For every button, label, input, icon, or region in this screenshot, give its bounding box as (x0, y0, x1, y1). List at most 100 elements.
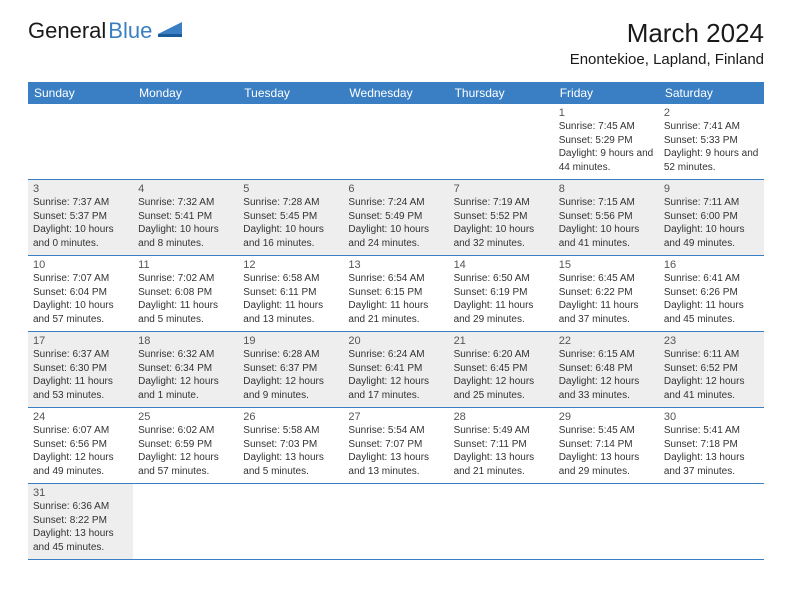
day-cell: 11Sunrise: 7:02 AMSunset: 6:08 PMDayligh… (133, 256, 238, 331)
daylight-line: Daylight: 10 hours and 32 minutes. (454, 223, 549, 250)
sunset-line: Sunset: 6:08 PM (138, 286, 233, 300)
weekday-label: Friday (554, 82, 659, 104)
sunrise-line: Sunrise: 6:58 AM (243, 272, 338, 286)
empty-cell (133, 484, 238, 559)
weekday-label: Sunday (28, 82, 133, 104)
day-cell: 30Sunrise: 5:41 AMSunset: 7:18 PMDayligh… (659, 408, 764, 483)
daylight-line: Daylight: 11 hours and 53 minutes. (33, 375, 128, 402)
daylight-line: Daylight: 13 hours and 37 minutes. (664, 451, 759, 478)
sunset-line: Sunset: 6:22 PM (559, 286, 654, 300)
sunset-line: Sunset: 5:56 PM (559, 210, 654, 224)
day-number: 12 (243, 259, 338, 271)
sunrise-line: Sunrise: 6:50 AM (454, 272, 549, 286)
sunset-line: Sunset: 6:11 PM (243, 286, 338, 300)
day-number: 11 (138, 259, 233, 271)
week-row: 31Sunrise: 6:36 AMSunset: 8:22 PMDayligh… (28, 484, 764, 560)
day-cell: 9Sunrise: 7:11 AMSunset: 6:00 PMDaylight… (659, 180, 764, 255)
weekday-label: Thursday (449, 82, 554, 104)
sunset-line: Sunset: 5:37 PM (33, 210, 128, 224)
title-block: March 2024 Enontekioe, Lapland, Finland (570, 18, 764, 68)
week-row: 24Sunrise: 6:07 AMSunset: 6:56 PMDayligh… (28, 408, 764, 484)
day-cell: 6Sunrise: 7:24 AMSunset: 5:49 PMDaylight… (343, 180, 448, 255)
sunset-line: Sunset: 6:59 PM (138, 438, 233, 452)
sunrise-line: Sunrise: 7:15 AM (559, 196, 654, 210)
page-title: March 2024 (570, 18, 764, 49)
day-cell: 19Sunrise: 6:28 AMSunset: 6:37 PMDayligh… (238, 332, 343, 407)
daylight-line: Daylight: 11 hours and 45 minutes. (664, 299, 759, 326)
sunrise-line: Sunrise: 6:07 AM (33, 424, 128, 438)
weekday-label: Monday (133, 82, 238, 104)
day-cell: 4Sunrise: 7:32 AMSunset: 5:41 PMDaylight… (133, 180, 238, 255)
empty-cell (238, 484, 343, 559)
empty-cell (133, 104, 238, 179)
sunset-line: Sunset: 6:48 PM (559, 362, 654, 376)
day-number: 3 (33, 183, 128, 195)
week-row: 1Sunrise: 7:45 AMSunset: 5:29 PMDaylight… (28, 104, 764, 180)
day-number: 1 (559, 107, 654, 119)
sunrise-line: Sunrise: 6:45 AM (559, 272, 654, 286)
sunrise-line: Sunrise: 7:41 AM (664, 120, 759, 134)
daylight-line: Daylight: 9 hours and 52 minutes. (664, 147, 759, 174)
day-cell: 23Sunrise: 6:11 AMSunset: 6:52 PMDayligh… (659, 332, 764, 407)
sunrise-line: Sunrise: 6:54 AM (348, 272, 443, 286)
daylight-line: Daylight: 12 hours and 41 minutes. (664, 375, 759, 402)
day-cell: 12Sunrise: 6:58 AMSunset: 6:11 PMDayligh… (238, 256, 343, 331)
day-number: 20 (348, 335, 443, 347)
sunrise-line: Sunrise: 6:28 AM (243, 348, 338, 362)
sunrise-line: Sunrise: 5:54 AM (348, 424, 443, 438)
sunrise-line: Sunrise: 6:32 AM (138, 348, 233, 362)
day-number: 22 (559, 335, 654, 347)
sunset-line: Sunset: 8:22 PM (33, 514, 128, 528)
day-cell: 22Sunrise: 6:15 AMSunset: 6:48 PMDayligh… (554, 332, 659, 407)
daylight-line: Daylight: 12 hours and 17 minutes. (348, 375, 443, 402)
sunset-line: Sunset: 5:45 PM (243, 210, 338, 224)
day-number: 4 (138, 183, 233, 195)
day-number: 28 (454, 411, 549, 423)
sunrise-line: Sunrise: 5:41 AM (664, 424, 759, 438)
sunrise-line: Sunrise: 6:41 AM (664, 272, 759, 286)
sunrise-line: Sunrise: 7:37 AM (33, 196, 128, 210)
daylight-line: Daylight: 13 hours and 21 minutes. (454, 451, 549, 478)
empty-cell (659, 484, 764, 559)
week-row: 17Sunrise: 6:37 AMSunset: 6:30 PMDayligh… (28, 332, 764, 408)
flag-icon (158, 18, 184, 44)
day-number: 18 (138, 335, 233, 347)
day-number: 29 (559, 411, 654, 423)
day-cell: 18Sunrise: 6:32 AMSunset: 6:34 PMDayligh… (133, 332, 238, 407)
day-number: 17 (33, 335, 128, 347)
day-cell: 1Sunrise: 7:45 AMSunset: 5:29 PMDaylight… (554, 104, 659, 179)
day-number: 25 (138, 411, 233, 423)
day-cell: 8Sunrise: 7:15 AMSunset: 5:56 PMDaylight… (554, 180, 659, 255)
daylight-line: Daylight: 11 hours and 29 minutes. (454, 299, 549, 326)
daylight-line: Daylight: 12 hours and 33 minutes. (559, 375, 654, 402)
sunset-line: Sunset: 6:26 PM (664, 286, 759, 300)
sunset-line: Sunset: 5:41 PM (138, 210, 233, 224)
sunset-line: Sunset: 5:29 PM (559, 134, 654, 148)
day-cell: 24Sunrise: 6:07 AMSunset: 6:56 PMDayligh… (28, 408, 133, 483)
sunrise-line: Sunrise: 6:24 AM (348, 348, 443, 362)
daylight-line: Daylight: 13 hours and 29 minutes. (559, 451, 654, 478)
day-number: 14 (454, 259, 549, 271)
day-cell: 2Sunrise: 7:41 AMSunset: 5:33 PMDaylight… (659, 104, 764, 179)
daylight-line: Daylight: 11 hours and 13 minutes. (243, 299, 338, 326)
empty-cell (449, 484, 554, 559)
daylight-line: Daylight: 10 hours and 8 minutes. (138, 223, 233, 250)
day-cell: 16Sunrise: 6:41 AMSunset: 6:26 PMDayligh… (659, 256, 764, 331)
daylight-line: Daylight: 11 hours and 5 minutes. (138, 299, 233, 326)
sunset-line: Sunset: 6:19 PM (454, 286, 549, 300)
sunrise-line: Sunrise: 7:02 AM (138, 272, 233, 286)
calendar: SundayMondayTuesdayWednesdayThursdayFrid… (28, 82, 764, 560)
logo: GeneralBlue (28, 18, 184, 44)
weekday-label: Tuesday (238, 82, 343, 104)
weekday-label: Wednesday (343, 82, 448, 104)
sunset-line: Sunset: 6:30 PM (33, 362, 128, 376)
day-number: 23 (664, 335, 759, 347)
sunset-line: Sunset: 5:33 PM (664, 134, 759, 148)
sunset-line: Sunset: 6:45 PM (454, 362, 549, 376)
sunset-line: Sunset: 6:00 PM (664, 210, 759, 224)
sunrise-line: Sunrise: 5:58 AM (243, 424, 338, 438)
sunrise-line: Sunrise: 7:11 AM (664, 196, 759, 210)
sunset-line: Sunset: 6:41 PM (348, 362, 443, 376)
sunset-line: Sunset: 5:52 PM (454, 210, 549, 224)
sunset-line: Sunset: 7:11 PM (454, 438, 549, 452)
